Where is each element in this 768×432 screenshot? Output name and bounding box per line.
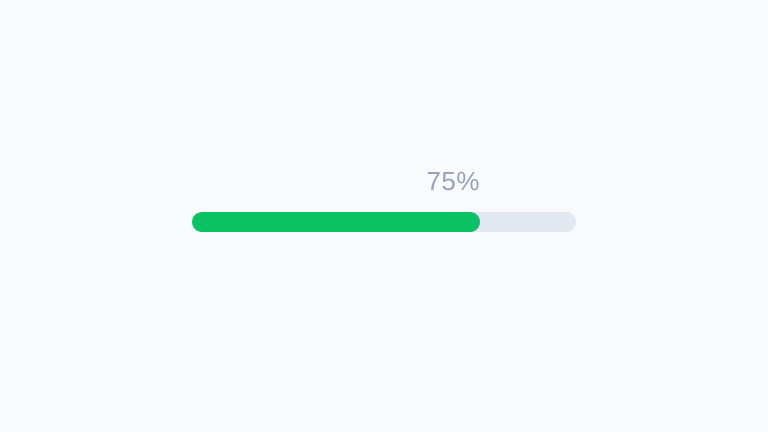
progress-track [192, 212, 576, 232]
progress-label-row: 75% [192, 168, 480, 194]
progress-percentage-label: 75% [426, 166, 480, 196]
progress-fill [192, 212, 480, 232]
progress-widget: 75% [192, 168, 576, 232]
